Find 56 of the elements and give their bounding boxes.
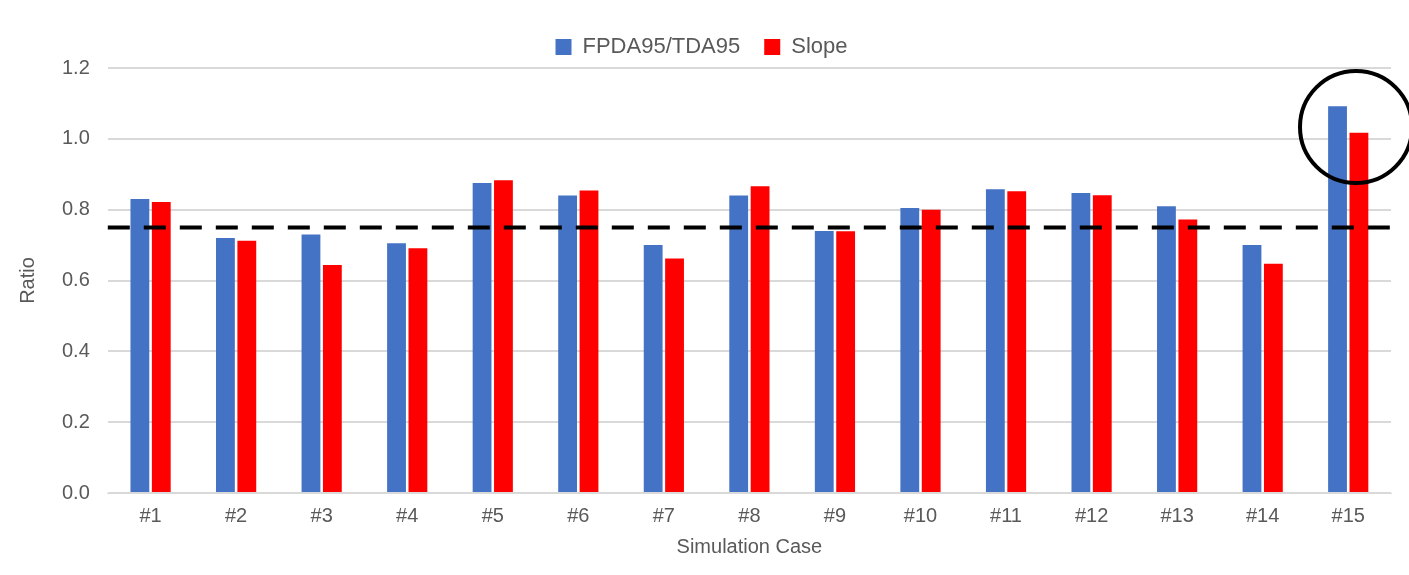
x-tick-label: #10 xyxy=(903,503,938,526)
x-tick-label: #8 xyxy=(738,503,761,526)
bar xyxy=(985,189,1005,492)
bar xyxy=(301,234,321,492)
x-tick-label: #5 xyxy=(481,503,504,526)
y-tick-label: 0.6 xyxy=(61,268,90,291)
bar xyxy=(494,180,513,492)
bar xyxy=(1263,263,1283,492)
bar xyxy=(237,240,257,492)
x-tick-label: #6 xyxy=(567,503,590,526)
bar xyxy=(472,183,492,492)
bar xyxy=(1328,106,1347,492)
bar xyxy=(1092,195,1112,492)
bar xyxy=(1157,206,1176,492)
bar xyxy=(216,238,235,492)
bar xyxy=(900,207,920,492)
bar xyxy=(836,231,856,492)
bar xyxy=(558,195,578,492)
bar xyxy=(151,201,171,492)
y-tick-label: 0.2 xyxy=(61,409,90,432)
y-tick-label: 0.4 xyxy=(61,338,90,361)
y-axis-title: Ratio xyxy=(15,257,38,304)
x-axis-title: Simulation Case xyxy=(676,534,823,557)
bar xyxy=(921,209,941,492)
bar xyxy=(408,248,428,492)
y-tick-label: 1.0 xyxy=(61,126,90,149)
y-tick-label: 0.0 xyxy=(61,480,90,503)
x-tick-label: #14 xyxy=(1245,503,1280,526)
bar xyxy=(1242,245,1262,492)
y-tick-label: 0.8 xyxy=(61,197,90,220)
bar xyxy=(1349,132,1369,492)
bar xyxy=(1178,219,1198,492)
bar xyxy=(729,195,749,492)
x-tick-label: #12 xyxy=(1074,503,1109,526)
bar xyxy=(322,264,342,492)
x-tick-label: #2 xyxy=(225,503,248,526)
bar xyxy=(579,190,599,492)
x-tick-label: #11 xyxy=(990,503,1022,526)
y-tick-label: 1.2 xyxy=(61,55,90,78)
x-tick-label: #1 xyxy=(139,503,162,526)
x-tick-label: #15 xyxy=(1331,503,1365,526)
x-tick-label: #7 xyxy=(652,503,675,526)
legend-label: Slope xyxy=(791,33,848,59)
bar xyxy=(643,245,663,492)
x-tick-label: #13 xyxy=(1160,503,1194,526)
bar xyxy=(130,199,150,492)
bar xyxy=(1007,191,1027,492)
bar xyxy=(750,186,770,492)
x-tick-label: #3 xyxy=(310,503,333,526)
bar xyxy=(387,243,406,492)
x-tick-label: #4 xyxy=(396,503,419,526)
legend-label: FPDA95/TDA95 xyxy=(582,33,741,59)
bar xyxy=(814,230,834,492)
bar xyxy=(1071,193,1091,492)
bar xyxy=(665,258,684,492)
x-tick-label: #9 xyxy=(823,503,847,526)
